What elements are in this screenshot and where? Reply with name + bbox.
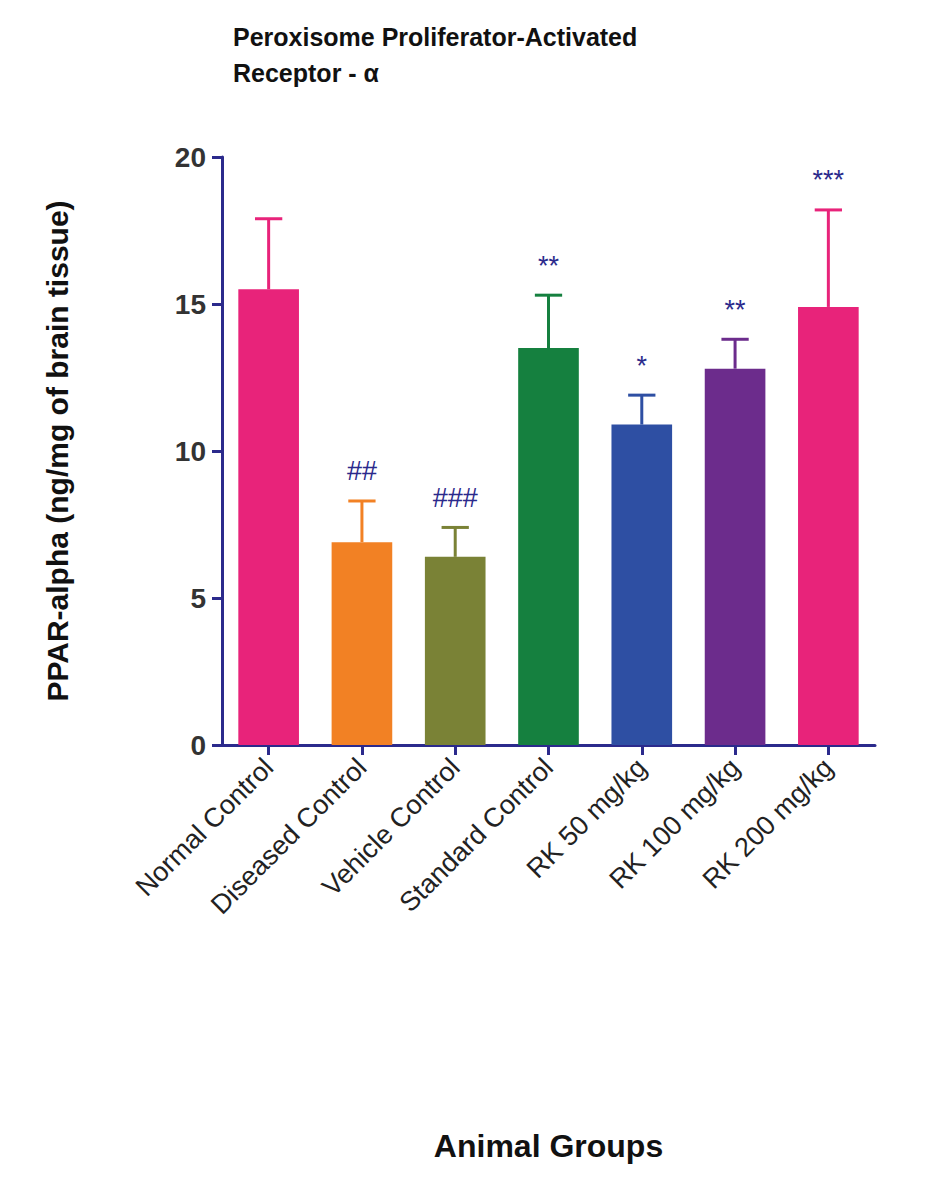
svg-text:PPAR-alpha (ng/mg of brain tis: PPAR-alpha (ng/mg of brain tissue) bbox=[41, 200, 74, 701]
svg-text:Animal Groups: Animal Groups bbox=[434, 1128, 663, 1164]
svg-text:Peroxisome Proliferator-Activa: Peroxisome Proliferator-Activated bbox=[233, 23, 637, 51]
svg-text:5: 5 bbox=[190, 583, 206, 614]
svg-text:Standard Control: Standard Control bbox=[394, 752, 559, 917]
svg-text:10: 10 bbox=[175, 436, 206, 467]
svg-text:0: 0 bbox=[190, 730, 206, 761]
svg-text:**: ** bbox=[725, 295, 747, 325]
svg-text:***: *** bbox=[813, 165, 845, 195]
svg-text:20: 20 bbox=[175, 142, 206, 173]
svg-text:*: * bbox=[637, 351, 648, 381]
svg-text:Vehicle Control: Vehicle Control bbox=[316, 752, 466, 902]
svg-text:##: ## bbox=[347, 456, 377, 486]
svg-text:RK 100 mg/kg: RK 100 mg/kg bbox=[603, 752, 746, 895]
svg-text:RK 50 mg/kg: RK 50 mg/kg bbox=[520, 752, 653, 884]
svg-text:Normal Control: Normal Control bbox=[129, 752, 280, 902]
svg-text:Diseased Control: Diseased Control bbox=[205, 752, 373, 920]
svg-text:Receptor - α: Receptor - α bbox=[233, 59, 380, 87]
svg-text:RK 200 mg/kg: RK 200 mg/kg bbox=[697, 752, 839, 894]
svg-text:15: 15 bbox=[175, 289, 206, 320]
svg-text:**: ** bbox=[538, 251, 560, 281]
svg-text:###: ### bbox=[433, 483, 478, 513]
